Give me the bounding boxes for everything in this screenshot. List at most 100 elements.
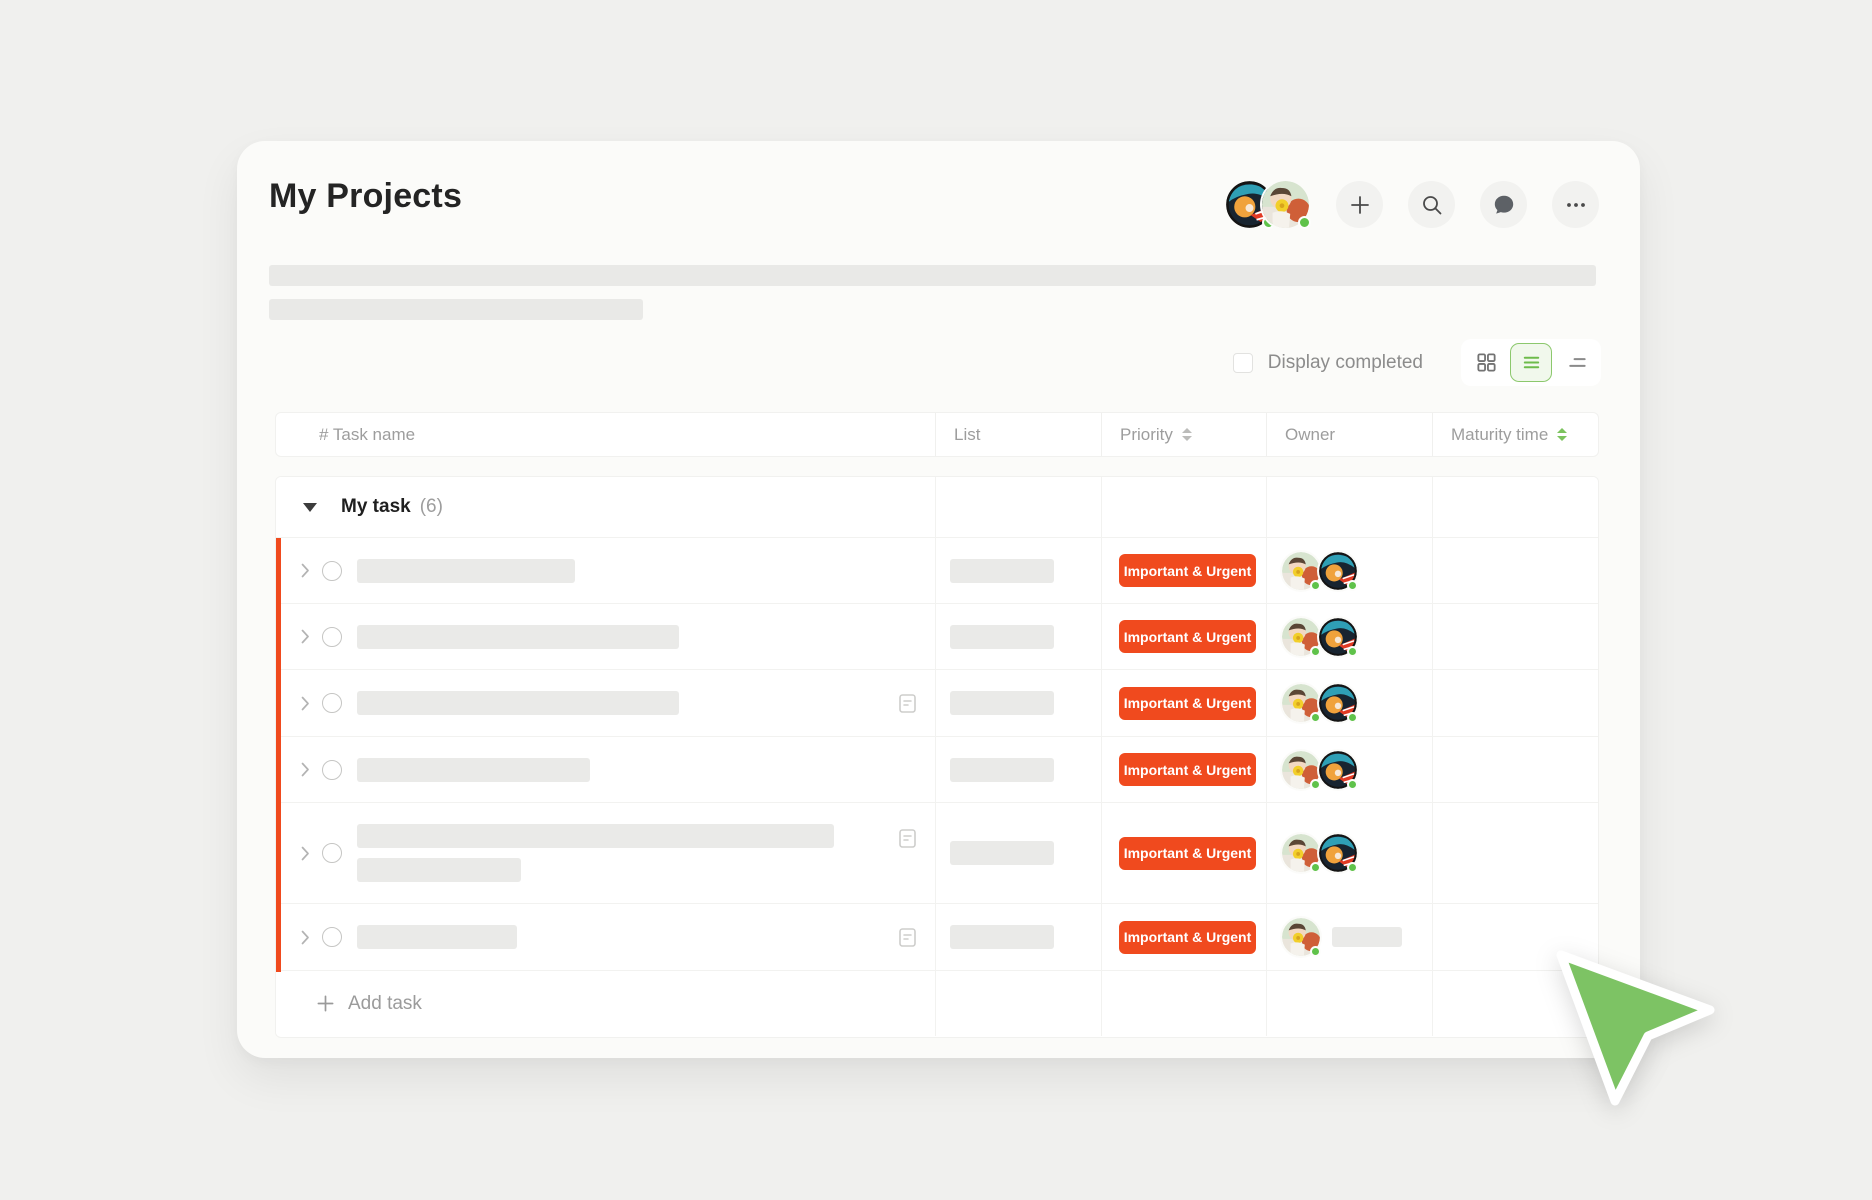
priority-badge[interactable]: Important & Urgent [1119, 920, 1256, 954]
task-complete-circle[interactable] [322, 927, 342, 947]
task-name-placeholder [357, 757, 590, 782]
placeholder-bar [357, 858, 521, 882]
search-button[interactable] [1408, 181, 1455, 228]
more-button[interactable] [1552, 181, 1599, 228]
owner-avatars [1282, 617, 1358, 657]
task-name-cell [276, 604, 936, 669]
table-row[interactable]: Important & Urgent [276, 670, 1598, 737]
list-cell [936, 670, 1102, 736]
member-avatar-anime [1319, 750, 1358, 790]
collapse-caret-icon[interactable] [303, 502, 317, 512]
chevron-right-icon[interactable] [301, 696, 310, 711]
list-placeholder [950, 925, 1054, 949]
add-task-row[interactable]: Add task [276, 971, 1598, 1036]
task-complete-circle[interactable] [322, 843, 342, 863]
member-avatars[interactable] [1226, 181, 1311, 229]
chevron-right-icon[interactable] [301, 629, 310, 644]
column-header-maturity-time[interactable]: Maturity time [1433, 413, 1598, 456]
task-name-placeholder [357, 925, 517, 949]
table-row[interactable]: Important & Urgent [276, 538, 1598, 604]
placeholder-bar [357, 624, 679, 649]
plus-icon [1350, 195, 1369, 214]
member-avatar-baby [1282, 551, 1321, 591]
priority-badge[interactable]: Important & Urgent [1119, 753, 1256, 786]
mouse-cursor-arrow [1556, 950, 1715, 1106]
online-status-dot [1310, 712, 1321, 723]
view-switcher [1461, 339, 1601, 386]
chevron-right-icon[interactable] [301, 930, 310, 945]
table-row[interactable]: Important & Urgent [276, 604, 1598, 670]
maturity-cell [1433, 737, 1598, 802]
owner-placeholder [1332, 927, 1402, 947]
priority-cell: Important & Urgent [1102, 803, 1267, 903]
task-name-cell [276, 803, 936, 903]
task-name-cell [276, 904, 936, 970]
member-avatar-baby [1282, 684, 1321, 723]
timeline-view-button[interactable] [1555, 343, 1597, 382]
priority-badge[interactable]: Important & Urgent [1119, 554, 1256, 587]
maturity-cell [1433, 604, 1598, 669]
display-completed-checkbox[interactable] [1232, 352, 1253, 373]
list-view-button[interactable] [1510, 343, 1552, 382]
task-complete-circle[interactable] [322, 759, 342, 780]
add-task-label: Add task [348, 992, 422, 1014]
priority-badge[interactable]: Important & Urgent [1119, 686, 1256, 720]
task-name-placeholder [357, 691, 679, 715]
priority-badge[interactable]: Important & Urgent [1119, 620, 1256, 653]
list-view-icon [1523, 356, 1539, 369]
column-header-priority[interactable]: Priority [1102, 413, 1267, 456]
placeholder-bar [357, 691, 679, 715]
list-controls: Display completed [1232, 339, 1601, 386]
topbar-actions [1226, 181, 1599, 229]
list-placeholder [950, 624, 1054, 649]
owner-cell [1267, 737, 1433, 802]
description-placeholder-line-1 [269, 265, 1596, 286]
member-avatar-anime [1319, 617, 1358, 657]
maturity-cell [1433, 803, 1598, 903]
search-icon [1422, 195, 1441, 214]
online-status-dot [1347, 712, 1358, 723]
online-status-dot [1310, 579, 1321, 591]
group-label: My task [341, 496, 411, 517]
priority-cell: Important & Urgent [1102, 670, 1267, 736]
priority-badge[interactable]: Important & Urgent [1119, 836, 1256, 870]
add-button[interactable] [1336, 181, 1383, 228]
online-status-dot [1347, 862, 1358, 873]
grid-view-button[interactable] [1465, 343, 1507, 382]
display-completed-label[interactable]: Display completed [1267, 351, 1423, 373]
more-icon [1566, 202, 1585, 207]
table-row[interactable]: Important & Urgent [276, 904, 1598, 971]
maturity-cell [1433, 670, 1598, 736]
member-avatar-baby [1282, 750, 1321, 790]
task-complete-circle[interactable] [322, 560, 342, 581]
chevron-right-icon[interactable] [301, 762, 310, 777]
online-status-dot [1310, 862, 1321, 873]
chevron-right-icon[interactable] [301, 563, 310, 578]
page-title: My Projects [269, 177, 463, 215]
task-complete-circle[interactable] [322, 693, 342, 713]
table-row[interactable]: Important & Urgent [276, 803, 1598, 904]
table-row[interactable]: Important & Urgent [276, 737, 1598, 803]
online-status-dot [1310, 778, 1321, 790]
timeline-view-icon [1568, 358, 1586, 367]
my-projects-card: My Projects [237, 141, 1640, 1058]
column-header-list: List [936, 413, 1102, 456]
list-cell [936, 737, 1102, 802]
online-status-dot [1347, 579, 1358, 591]
owner-avatars [1282, 750, 1358, 790]
owner-avatars [1282, 684, 1358, 723]
group-row[interactable]: My task (6) [276, 477, 1598, 538]
grid-view-icon [1476, 353, 1496, 372]
sort-icon [1181, 428, 1192, 441]
task-complete-circle[interactable] [322, 626, 342, 647]
owner-avatars [1282, 834, 1358, 873]
online-status-dot [1298, 216, 1311, 229]
plus-icon [317, 995, 334, 1012]
chevron-right-icon[interactable] [301, 846, 310, 861]
chat-button[interactable] [1480, 181, 1527, 228]
priority-cell: Important & Urgent [1102, 904, 1267, 970]
sort-icon-active [1557, 428, 1568, 441]
group-name-cell: My task (6) [276, 477, 936, 537]
member-avatar-anime [1319, 834, 1358, 873]
owner-avatars [1282, 551, 1358, 591]
